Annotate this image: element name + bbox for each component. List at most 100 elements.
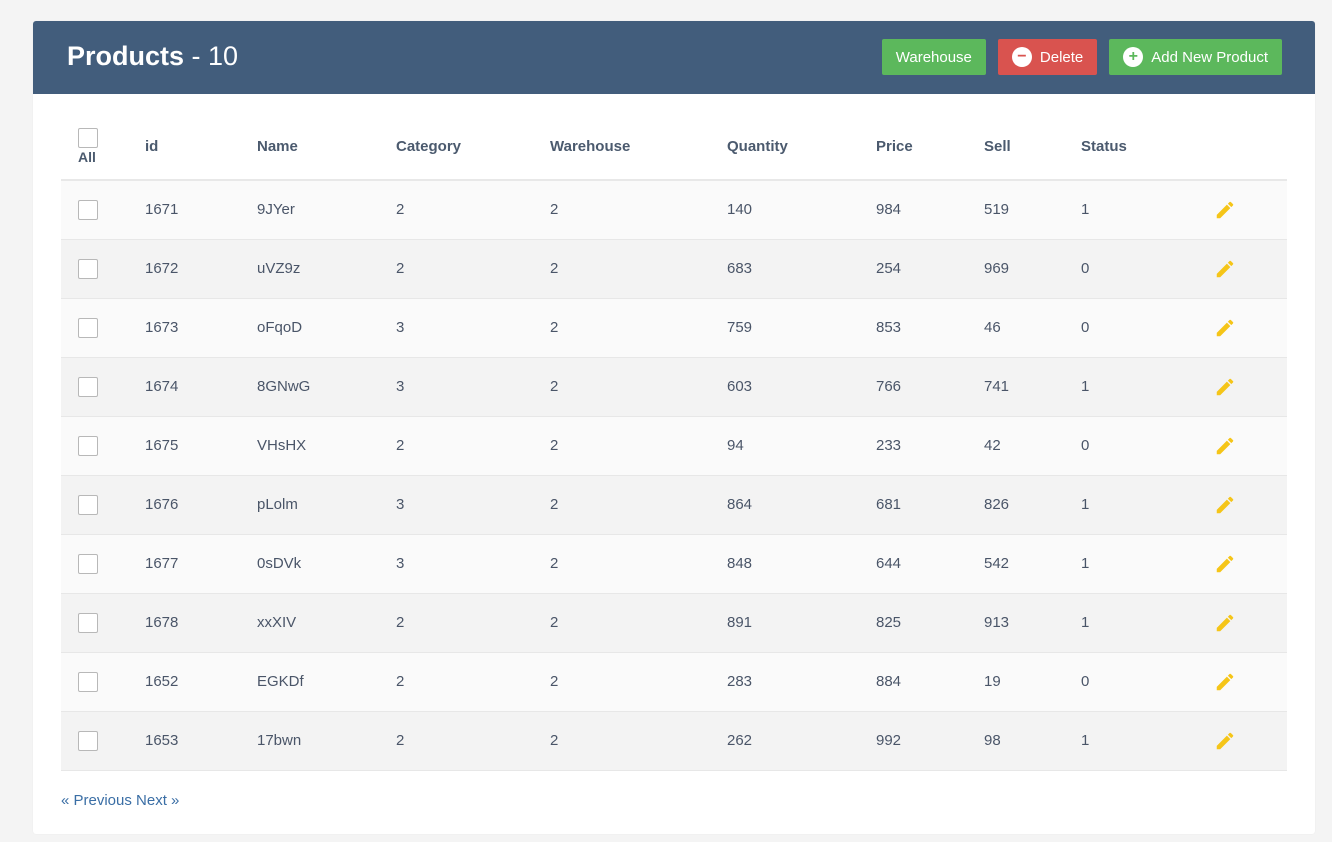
- cell-edit: [1202, 534, 1287, 593]
- cell-status: 1: [1081, 378, 1090, 395]
- table-row: 1672 uVZ9z 2 2 683 254 969 0: [61, 239, 1287, 298]
- pencil-icon[interactable]: [1214, 199, 1236, 225]
- cell-name: pLolm: [257, 496, 298, 513]
- delete-button[interactable]: − Delete: [997, 39, 1098, 75]
- cell-category: 2: [396, 614, 405, 631]
- row-checkbox[interactable]: [78, 435, 98, 456]
- warehouse-button-label: Warehouse: [895, 48, 972, 66]
- cell-quantity: 283: [727, 673, 753, 690]
- cell-id: 1671: [145, 201, 179, 219]
- cell-status: 0: [1081, 260, 1090, 277]
- column-header-quantity[interactable]: Quantity: [727, 114, 876, 181]
- cell-price: 825: [876, 614, 902, 631]
- pencil-icon[interactable]: [1214, 376, 1236, 402]
- cell-sell: 19: [984, 673, 1001, 690]
- row-checkbox[interactable]: [78, 376, 98, 397]
- table-row: 1675 VHsHX 2 2 94 233 42 0: [61, 416, 1287, 475]
- column-header-id[interactable]: id: [145, 114, 257, 181]
- minus-circle-icon: −: [1011, 47, 1032, 67]
- cell-status: 1: [1081, 614, 1090, 631]
- products-table: All id Name Category Warehouse Quantity …: [61, 114, 1287, 771]
- cell-edit: [1202, 711, 1287, 770]
- cell-warehouse: 2: [550, 378, 559, 395]
- cell-select: [61, 593, 145, 652]
- row-checkbox[interactable]: [78, 730, 98, 751]
- cell-warehouse: 2: [550, 437, 559, 454]
- table-row: 1652 EGKDf 2 2 283 884 19 0: [61, 652, 1287, 711]
- cell-status: 1: [1081, 496, 1090, 513]
- row-checkbox[interactable]: [78, 258, 98, 279]
- column-header-category[interactable]: Category: [396, 114, 550, 181]
- cell-category: 2: [396, 201, 405, 219]
- cell-sell: 542: [984, 555, 1010, 572]
- cell-name: uVZ9z: [257, 260, 301, 277]
- row-checkbox[interactable]: [78, 199, 98, 220]
- cell-category: 2: [396, 732, 405, 749]
- row-checkbox[interactable]: [78, 671, 98, 692]
- row-checkbox[interactable]: [78, 317, 98, 338]
- next-page-link[interactable]: Next »: [136, 792, 180, 809]
- pencil-icon[interactable]: [1214, 553, 1236, 579]
- table-row: 1673 oFqoD 3 2 759 853 46 0: [61, 298, 1287, 357]
- cell-name: oFqoD: [257, 319, 303, 336]
- select-all-checkbox[interactable]: [78, 128, 98, 148]
- pencil-icon[interactable]: [1214, 494, 1236, 520]
- cell-warehouse: 2: [550, 496, 559, 513]
- pencil-icon[interactable]: [1214, 317, 1236, 343]
- column-header-name[interactable]: Name: [257, 114, 396, 181]
- cell-select: [61, 180, 145, 239]
- cell-name: EGKDf: [257, 673, 304, 690]
- cell-name: 0sDVk: [257, 555, 302, 572]
- pencil-icon[interactable]: [1214, 730, 1236, 756]
- cell-select: [61, 652, 145, 711]
- cell-price: 233: [876, 437, 902, 454]
- previous-page-link[interactable]: « Previous: [61, 792, 132, 809]
- cell-edit: [1202, 180, 1287, 239]
- row-checkbox[interactable]: [78, 494, 98, 515]
- cell-category: 3: [396, 496, 405, 513]
- cell-warehouse: 2: [550, 555, 559, 572]
- column-header-status[interactable]: Status: [1081, 114, 1202, 181]
- column-header-sell[interactable]: Sell: [984, 114, 1081, 181]
- cell-select: [61, 534, 145, 593]
- cell-price: 992: [876, 732, 902, 749]
- cell-quantity: 759: [727, 319, 753, 336]
- add-new-product-label: Add New Product: [1151, 48, 1268, 66]
- table-row: 1678 xxXIV 2 2 891 825 913 1: [61, 593, 1287, 652]
- cell-category: 3: [396, 319, 405, 336]
- cell-warehouse: 2: [550, 201, 559, 219]
- table-row: 1676 pLolm 3 2 864 681 826 1: [61, 475, 1287, 534]
- warehouse-button[interactable]: Warehouse: [881, 39, 986, 75]
- cell-status: 0: [1081, 673, 1090, 690]
- pencil-icon[interactable]: [1214, 258, 1236, 284]
- pencil-icon[interactable]: [1214, 671, 1236, 697]
- cell-quantity: 864: [727, 496, 753, 513]
- column-header-price[interactable]: Price: [876, 114, 984, 181]
- header-actions: Warehouse − Delete + Add New Product: [881, 39, 1282, 75]
- cell-price: 644: [876, 555, 902, 572]
- cell-status: 0: [1081, 437, 1090, 454]
- cell-edit: [1202, 416, 1287, 475]
- add-new-product-button[interactable]: + Add New Product: [1109, 39, 1282, 75]
- cell-price: 681: [876, 496, 902, 513]
- cell-sell: 42: [984, 437, 1001, 454]
- cell-id: 1675: [145, 437, 179, 454]
- column-header-actions: [1202, 114, 1287, 181]
- cell-status: 0: [1081, 319, 1090, 336]
- cell-price: 254: [876, 260, 902, 277]
- cell-warehouse: 2: [550, 673, 559, 690]
- cell-id: 1652: [145, 673, 179, 690]
- cell-id: 1672: [145, 260, 179, 277]
- table-row: 1671 9JYer 2 2 140 984 519 1: [61, 180, 1287, 239]
- row-checkbox[interactable]: [78, 612, 98, 633]
- pencil-icon[interactable]: [1214, 435, 1236, 461]
- row-checkbox[interactable]: [78, 553, 98, 574]
- panel-header: Products - 10 Warehouse − Delete + Add N…: [33, 21, 1315, 94]
- pencil-icon[interactable]: [1214, 612, 1236, 638]
- column-header-warehouse[interactable]: Warehouse: [550, 114, 727, 181]
- table-row: 1653 17bwn 2 2 262 992 98 1: [61, 711, 1287, 770]
- cell-quantity: 262: [727, 732, 753, 749]
- cell-warehouse: 2: [550, 732, 559, 749]
- cell-quantity: 891: [727, 614, 753, 631]
- cell-id: 1676: [145, 496, 179, 513]
